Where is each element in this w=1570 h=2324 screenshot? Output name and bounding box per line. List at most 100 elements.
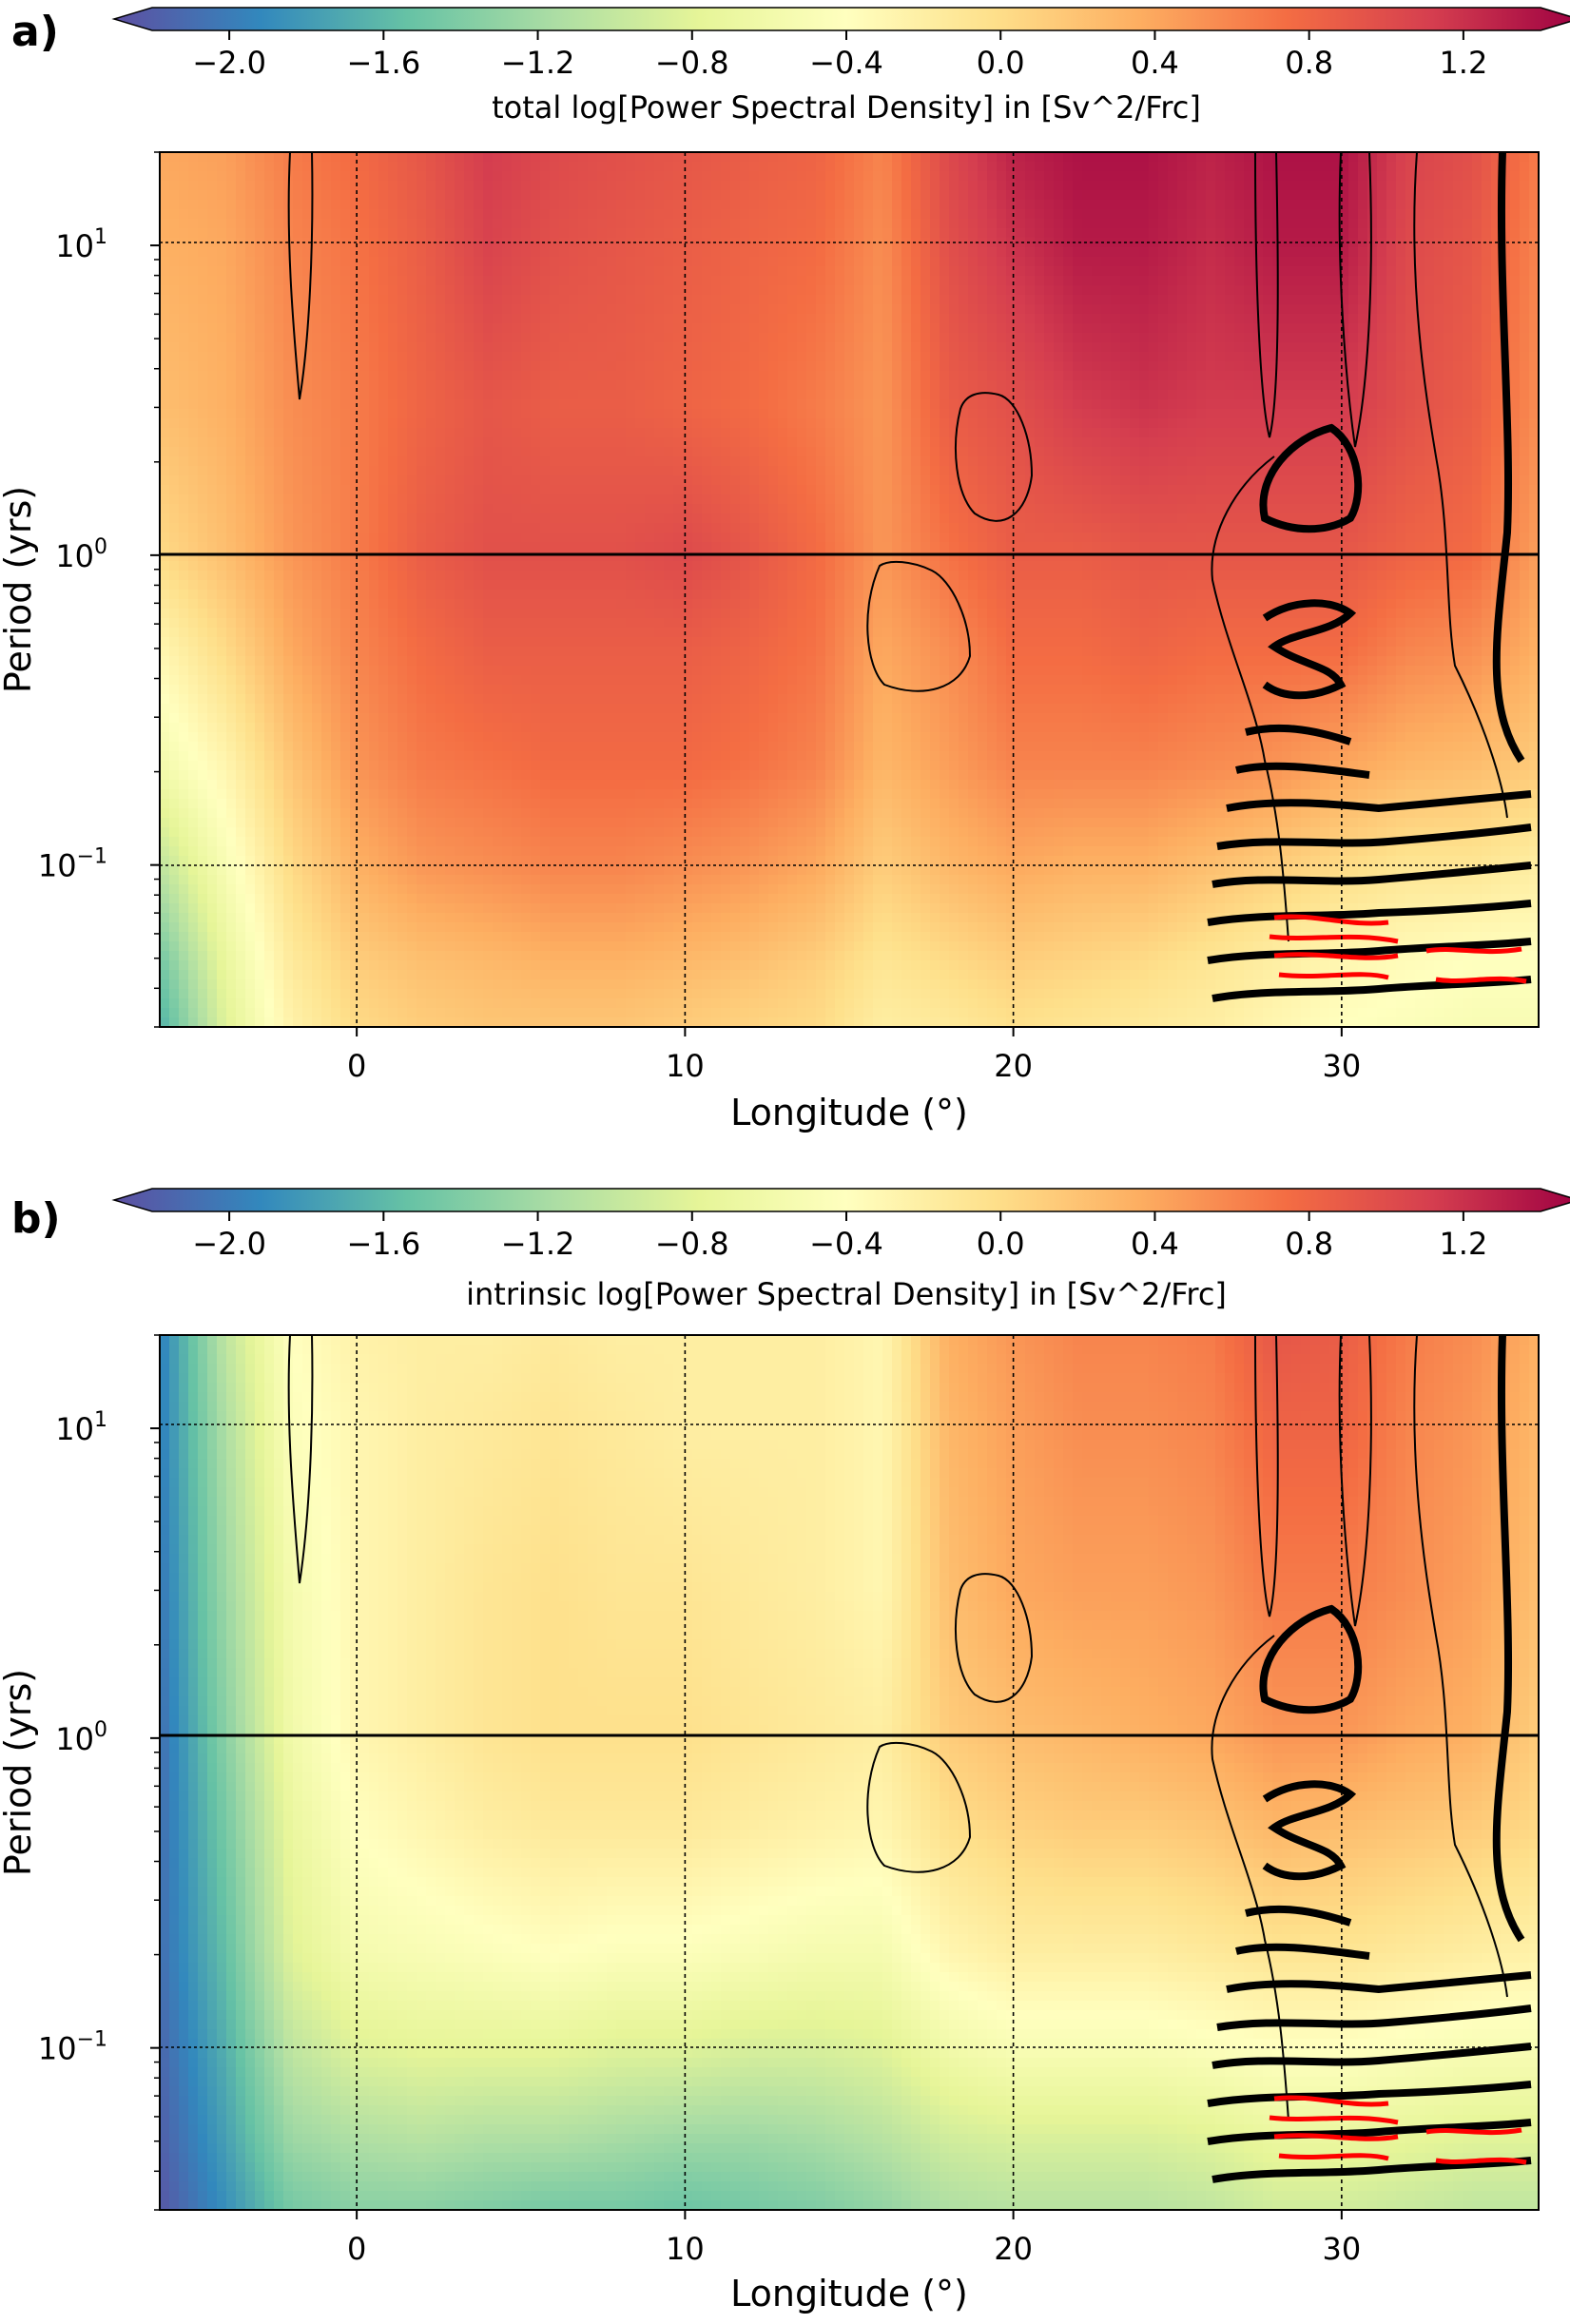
- heatmap-cell: [721, 390, 731, 400]
- heatmap-cell: [436, 409, 446, 419]
- heatmap-cell: [1187, 456, 1197, 467]
- heatmap-cell: [1520, 323, 1530, 334]
- heatmap-cell: [1111, 181, 1121, 191]
- heatmap-cell: [550, 380, 560, 391]
- heatmap-cell: [1073, 171, 1083, 182]
- heatmap-cell: [1035, 285, 1045, 296]
- heatmap-cell: [1367, 447, 1378, 457]
- heatmap-cell: [1367, 276, 1378, 286]
- heatmap-cell: [1320, 162, 1330, 172]
- heatmap-cell: [1367, 162, 1378, 172]
- heatmap-cell: [474, 409, 484, 419]
- heatmap-cell: [597, 380, 608, 391]
- heatmap-cell: [597, 285, 608, 296]
- heatmap-cell: [778, 361, 788, 372]
- heatmap-cell: [1472, 380, 1483, 391]
- heatmap-cell: [1491, 418, 1502, 429]
- heatmap-cell: [1272, 409, 1283, 419]
- heatmap-cell: [474, 428, 484, 438]
- heatmap-cell: [607, 200, 617, 210]
- heatmap-cell: [854, 257, 864, 267]
- heatmap-cell: [1263, 295, 1273, 305]
- heatmap-cell: [921, 456, 931, 467]
- heatmap-cell: [607, 380, 617, 391]
- heatmap-cell: [882, 228, 893, 239]
- heatmap-cell: [940, 466, 950, 476]
- heatmap-cell: [569, 323, 579, 334]
- heatmap-cell: [1158, 171, 1169, 182]
- heatmap-cell: [645, 371, 655, 381]
- heatmap-cell: [1092, 276, 1102, 286]
- heatmap-cell: [1196, 314, 1207, 324]
- heatmap-cell: [426, 390, 436, 400]
- heatmap-cell: [1377, 342, 1387, 353]
- heatmap-cell: [226, 181, 237, 191]
- heatmap-cell: [1016, 295, 1026, 305]
- heatmap-cell: [578, 399, 589, 410]
- heatmap-cell: [664, 466, 674, 476]
- heatmap-cell: [245, 390, 256, 400]
- heatmap-cell: [417, 228, 427, 239]
- heatmap-cell: [1206, 257, 1216, 267]
- heatmap-cell: [493, 447, 503, 457]
- heatmap-cell: [673, 228, 684, 239]
- heatmap-cell: [245, 352, 256, 362]
- heatmap-cell: [512, 266, 522, 277]
- heatmap-cell: [702, 276, 712, 286]
- heatmap-cell: [1348, 409, 1359, 419]
- heatmap-cell: [797, 171, 807, 182]
- heatmap-cell: [169, 314, 180, 324]
- heatmap-cell: [502, 257, 513, 267]
- heatmap-cell: [274, 399, 284, 410]
- heatmap-cell: [445, 200, 455, 210]
- heatmap-cell: [892, 399, 902, 410]
- heatmap-cell: [1187, 304, 1197, 315]
- heatmap-cell: [692, 323, 703, 334]
- heatmap-cell: [302, 266, 313, 277]
- heatmap-cell: [901, 200, 912, 210]
- heatmap-cell: [1139, 162, 1150, 172]
- heatmap-cell: [749, 456, 760, 467]
- heatmap-cell: [997, 456, 1007, 467]
- heatmap-cell: [578, 409, 589, 419]
- heatmap-cell: [1082, 276, 1093, 286]
- heatmap-cell: [949, 399, 959, 410]
- heatmap-cell: [1405, 228, 1416, 239]
- heatmap-cell: [474, 257, 484, 267]
- heatmap-cell: [997, 228, 1007, 239]
- heatmap-cell: [1529, 418, 1540, 429]
- heatmap-cell: [483, 428, 494, 438]
- heatmap-cell: [1329, 390, 1340, 400]
- heatmap-cell: [806, 418, 817, 429]
- heatmap-cell: [1111, 409, 1121, 419]
- heatmap-cell: [1130, 447, 1140, 457]
- heatmap-cell: [198, 371, 208, 381]
- heatmap-cell: [274, 266, 284, 277]
- heatmap-cell: [1396, 219, 1406, 229]
- heatmap-cell: [921, 352, 931, 362]
- heatmap-cell: [1301, 456, 1311, 467]
- heatmap-cell: [892, 418, 902, 429]
- heatmap-cell: [1405, 190, 1416, 201]
- heatmap-cell: [1082, 152, 1093, 163]
- heatmap-cell: [702, 399, 712, 410]
- heatmap-cell: [359, 152, 370, 163]
- heatmap-cell: [997, 295, 1007, 305]
- heatmap-cell: [778, 152, 788, 163]
- heatmap-cell: [835, 456, 845, 467]
- heatmap-cell: [302, 209, 313, 220]
- heatmap-cell: [1073, 257, 1083, 267]
- heatmap-cell: [388, 352, 398, 362]
- heatmap-cell: [407, 352, 417, 362]
- heatmap-cell: [1158, 323, 1169, 334]
- heatmap-cell: [673, 276, 684, 286]
- heatmap-cell: [911, 171, 921, 182]
- heatmap-cell: [702, 418, 712, 429]
- heatmap-cell: [455, 190, 465, 201]
- heatmap-cell: [1111, 257, 1121, 267]
- heatmap-cell: [502, 456, 513, 467]
- heatmap-cell: [1425, 390, 1435, 400]
- heatmap-cell: [1206, 390, 1216, 400]
- heatmap-cell: [616, 266, 627, 277]
- heatmap-cell: [1320, 257, 1330, 267]
